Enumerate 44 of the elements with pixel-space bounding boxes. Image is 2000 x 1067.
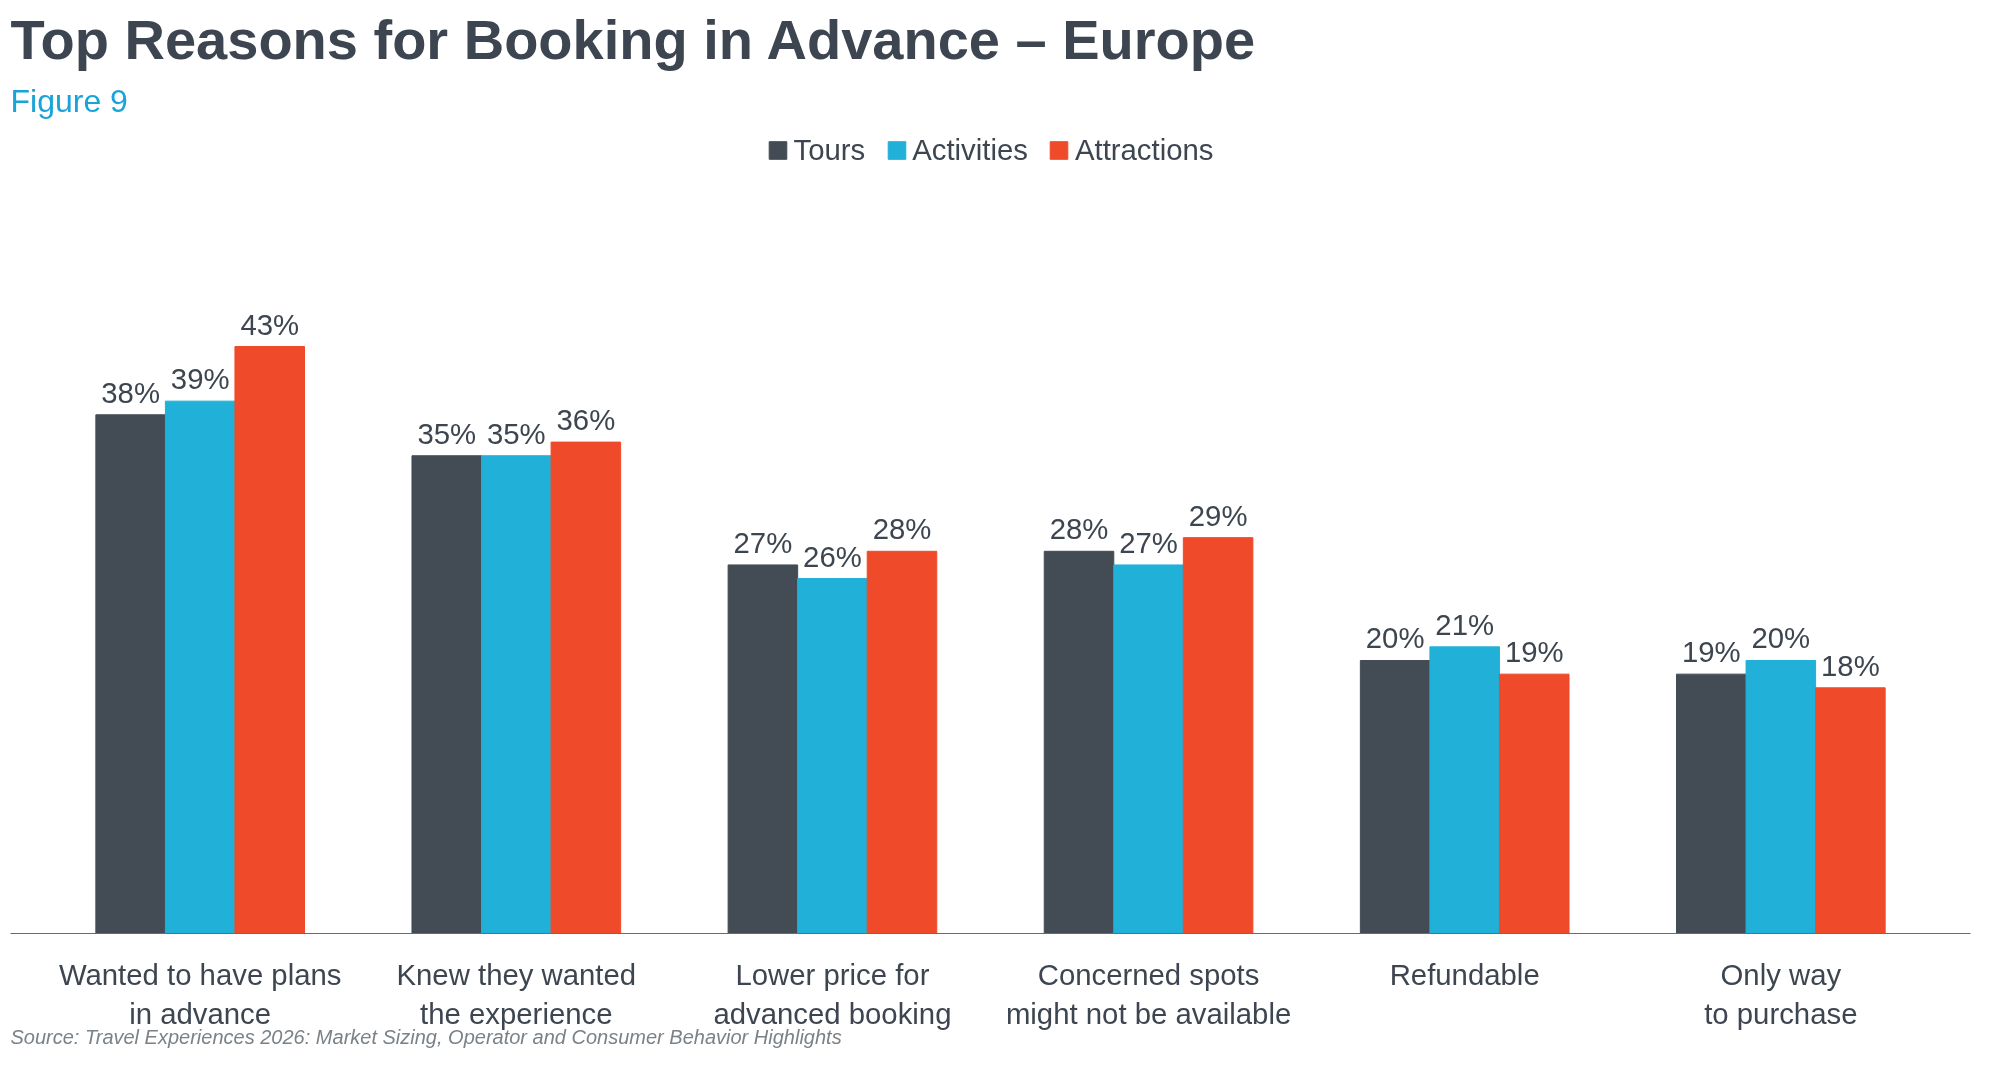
bar — [1113, 564, 1184, 934]
bar — [95, 414, 166, 934]
bar — [866, 550, 938, 934]
data-label: 35% — [486, 416, 546, 450]
x-tick-label: Refundable — [1389, 957, 1540, 991]
bar — [234, 346, 305, 934]
bar — [481, 455, 552, 934]
data-label: 35% — [417, 416, 477, 450]
data-label: 19% — [1504, 635, 1564, 669]
bar — [164, 400, 236, 934]
x-tick-label: Concerned spots might not be available — [1005, 957, 1292, 1031]
legend-label: Tours — [793, 133, 866, 167]
bar — [1182, 537, 1254, 934]
bar — [1745, 660, 1817, 934]
data-label: 29% — [1188, 498, 1248, 532]
data-label: 20% — [1751, 621, 1811, 655]
chart-title: Top Reasons for Booking in Advance – Europe — [10, 7, 1256, 71]
data-label: 19% — [1681, 635, 1741, 669]
data-label: 43% — [240, 307, 300, 341]
bar — [1043, 550, 1115, 934]
bar — [550, 441, 622, 934]
legend-label: Attractions — [1074, 133, 1214, 167]
data-label: 38% — [101, 375, 160, 409]
data-label: 36% — [556, 403, 616, 437]
data-label: 18% — [1821, 648, 1880, 682]
bar — [1498, 673, 1570, 934]
bar — [1359, 660, 1431, 934]
bar — [1429, 646, 1500, 934]
x-tick-label: Only way to purchase — [1704, 957, 1858, 1031]
data-label: 28% — [1049, 512, 1109, 546]
legend-label: Activities — [912, 133, 1028, 167]
bar — [797, 578, 868, 934]
bar — [1676, 673, 1747, 934]
data-label: 26% — [803, 539, 862, 573]
data-label: 21% — [1435, 607, 1495, 641]
bar — [1815, 687, 1886, 934]
bar — [727, 564, 799, 934]
data-label: 28% — [872, 512, 932, 546]
bar — [411, 455, 483, 934]
chart-subtitle: Figure 9 — [10, 82, 128, 119]
data-label: 20% — [1365, 621, 1425, 655]
data-label: 27% — [733, 525, 793, 559]
data-label: 27% — [1119, 525, 1178, 559]
data-label: 39% — [170, 362, 230, 396]
